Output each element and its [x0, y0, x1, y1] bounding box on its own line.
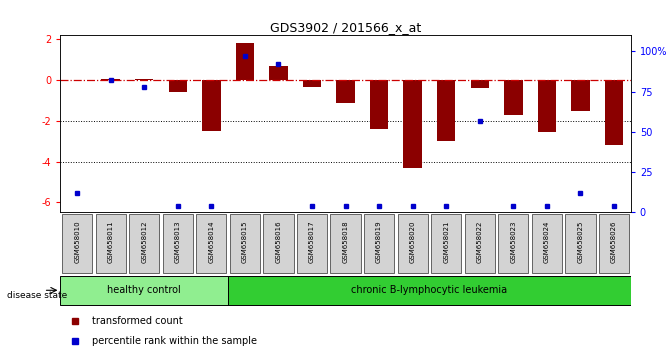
Bar: [269, 66, 288, 80]
FancyBboxPatch shape: [599, 214, 629, 273]
Text: transformed count: transformed count: [92, 316, 183, 326]
Text: GSM658017: GSM658017: [309, 221, 315, 263]
Text: GSM658020: GSM658020: [410, 221, 415, 263]
Text: GSM658016: GSM658016: [276, 221, 281, 263]
Title: GDS3902 / 201566_x_at: GDS3902 / 201566_x_at: [270, 21, 421, 34]
FancyBboxPatch shape: [398, 214, 428, 273]
Text: GSM658011: GSM658011: [108, 221, 113, 263]
Bar: [202, 80, 221, 131]
FancyBboxPatch shape: [532, 214, 562, 273]
Bar: [101, 79, 120, 80]
Text: GSM658014: GSM658014: [209, 221, 214, 263]
Text: GSM658010: GSM658010: [74, 221, 80, 263]
Text: GSM658024: GSM658024: [544, 221, 550, 263]
FancyBboxPatch shape: [96, 214, 126, 273]
Text: GSM658019: GSM658019: [376, 221, 382, 263]
Text: GSM658012: GSM658012: [142, 221, 147, 263]
FancyBboxPatch shape: [197, 214, 227, 273]
Text: healthy control: healthy control: [107, 285, 181, 295]
FancyBboxPatch shape: [62, 214, 93, 273]
Bar: [504, 80, 523, 115]
FancyBboxPatch shape: [130, 214, 160, 273]
Bar: [370, 80, 389, 129]
Text: GSM658026: GSM658026: [611, 221, 617, 263]
FancyBboxPatch shape: [228, 276, 631, 304]
Bar: [571, 80, 590, 111]
Text: GSM658023: GSM658023: [511, 221, 516, 263]
FancyBboxPatch shape: [364, 214, 395, 273]
Bar: [135, 79, 154, 80]
Text: chronic B-lymphocytic leukemia: chronic B-lymphocytic leukemia: [352, 285, 507, 295]
FancyBboxPatch shape: [499, 214, 529, 273]
FancyBboxPatch shape: [163, 214, 193, 273]
Text: GSM658021: GSM658021: [444, 221, 449, 263]
Bar: [470, 80, 489, 88]
Text: percentile rank within the sample: percentile rank within the sample: [92, 336, 257, 346]
FancyBboxPatch shape: [566, 214, 596, 273]
Bar: [236, 42, 254, 80]
FancyBboxPatch shape: [229, 214, 260, 273]
Text: GSM658013: GSM658013: [175, 221, 180, 263]
FancyBboxPatch shape: [431, 214, 462, 273]
Text: GSM658025: GSM658025: [578, 221, 583, 263]
Bar: [605, 80, 623, 145]
Bar: [168, 80, 187, 92]
Bar: [403, 80, 422, 168]
Bar: [303, 80, 321, 87]
FancyBboxPatch shape: [465, 214, 495, 273]
Bar: [437, 80, 456, 141]
Bar: [336, 80, 355, 103]
FancyBboxPatch shape: [263, 214, 294, 273]
Text: GSM658015: GSM658015: [242, 221, 248, 263]
Text: GSM658018: GSM658018: [343, 221, 348, 263]
FancyBboxPatch shape: [297, 214, 327, 273]
Text: disease state: disease state: [7, 291, 67, 300]
Text: GSM658022: GSM658022: [477, 221, 482, 263]
FancyBboxPatch shape: [60, 276, 228, 304]
FancyBboxPatch shape: [331, 214, 361, 273]
Bar: [537, 80, 556, 132]
